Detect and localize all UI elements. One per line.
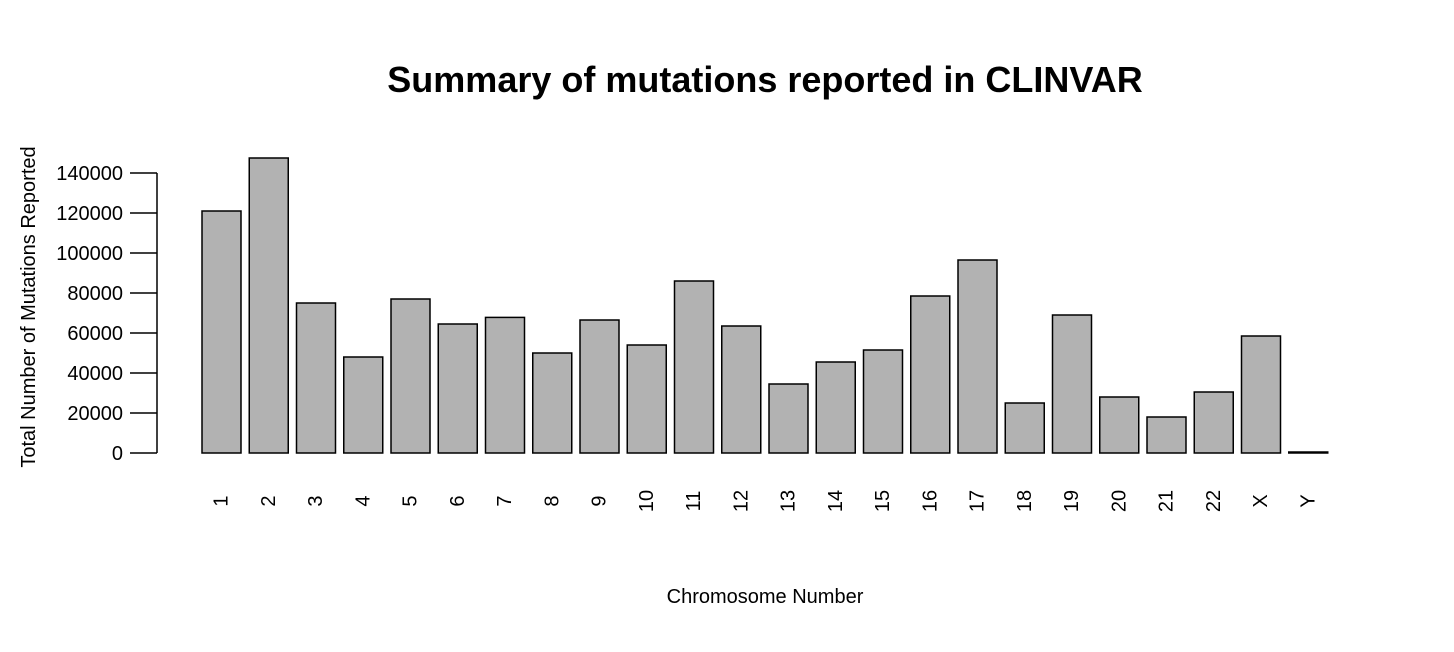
x-tick-label: 6 <box>447 495 469 506</box>
bar-chromosome-10 <box>626 344 667 454</box>
bar-chromosome-5 <box>390 298 431 454</box>
bar-chromosome-7 <box>484 316 526 454</box>
x-tick-label: 21 <box>1156 490 1178 512</box>
x-tick-label: 10 <box>636 490 658 512</box>
x-tick-label: 8 <box>541 495 563 506</box>
bar-chromosome-2 <box>248 157 289 454</box>
x-tick-label: Y <box>1297 494 1319 507</box>
y-tick-label: 80000 <box>67 283 123 305</box>
x-tick-label: 11 <box>683 491 705 512</box>
x-tick-label: 1 <box>211 495 233 506</box>
x-tick-label: 18 <box>1014 490 1036 512</box>
y-tick-label: 60000 <box>67 323 123 345</box>
x-tick-label: 3 <box>305 495 327 506</box>
x-tick-label: 20 <box>1108 490 1130 512</box>
x-tick-labels: 1 2 3 4 5 6 7 8 9 10 11 12 13 14 15 16 17 18 19 20 21 22 X Y <box>211 490 1320 512</box>
y-tick-label: 20000 <box>67 403 123 425</box>
bar-chromosome-X <box>1240 335 1282 454</box>
bar-chromosome-11 <box>673 280 715 454</box>
x-tick-label: 9 <box>589 495 611 506</box>
bar-chromosome-1 <box>201 210 242 454</box>
bar-chromosome-9 <box>579 319 620 454</box>
bar-chromosome-8 <box>532 352 573 454</box>
bar-chromosome-3 <box>295 302 337 454</box>
x-tick-label: 12 <box>730 490 752 512</box>
bar-chromosome-14 <box>815 361 856 454</box>
x-tick-label: 13 <box>778 490 800 512</box>
bar-chromosome-18 <box>1004 402 1045 454</box>
x-tick-label: 5 <box>400 495 422 506</box>
x-axis-label: Chromosome Number <box>667 586 864 608</box>
bars-group <box>201 157 1329 454</box>
bar-chromosome-15 <box>862 349 904 454</box>
x-tick-label: 19 <box>1061 490 1083 512</box>
x-tick-label: 17 <box>967 490 989 512</box>
bar-chromosome-20 <box>1099 396 1140 454</box>
x-tick-label: 7 <box>494 495 516 506</box>
x-tick-label: 22 <box>1203 490 1225 512</box>
x-tick-label: X <box>1250 494 1272 507</box>
chart-title: Summary of mutations reported in CLINVAR <box>387 59 1142 100</box>
x-tick-label: 14 <box>825 490 847 512</box>
bar-chromosome-16 <box>910 295 951 454</box>
bar-chromosome-19 <box>1051 314 1093 454</box>
y-tick-label: 0 <box>112 443 123 465</box>
x-tick-label: 15 <box>872 490 894 512</box>
y-tick-label: 40000 <box>67 363 123 385</box>
bar-chromosome-17 <box>957 259 998 454</box>
bar-chromosome-12 <box>721 325 762 454</box>
y-axis-label: Total Number of Mutations Reported <box>18 146 40 467</box>
bar-chromosome-6 <box>437 323 478 454</box>
bar-chromosome-13 <box>768 383 809 454</box>
y-tick-label: 120000 <box>56 203 123 225</box>
bar-chromosome-21 <box>1146 416 1187 454</box>
y-tick-label: 100000 <box>56 243 123 265</box>
y-axis: 0 20000 40000 60000 80000 100000 120000 140000 <box>56 163 158 465</box>
bar-chromosome-Y <box>1288 451 1329 454</box>
y-tick-label: 140000 <box>56 163 123 185</box>
bar-chromosome-22 <box>1193 391 1234 454</box>
bar-chromosome-4 <box>343 356 384 454</box>
x-tick-label: 2 <box>258 495 280 506</box>
x-tick-label: 4 <box>352 495 374 506</box>
x-tick-label: 16 <box>919 490 941 512</box>
